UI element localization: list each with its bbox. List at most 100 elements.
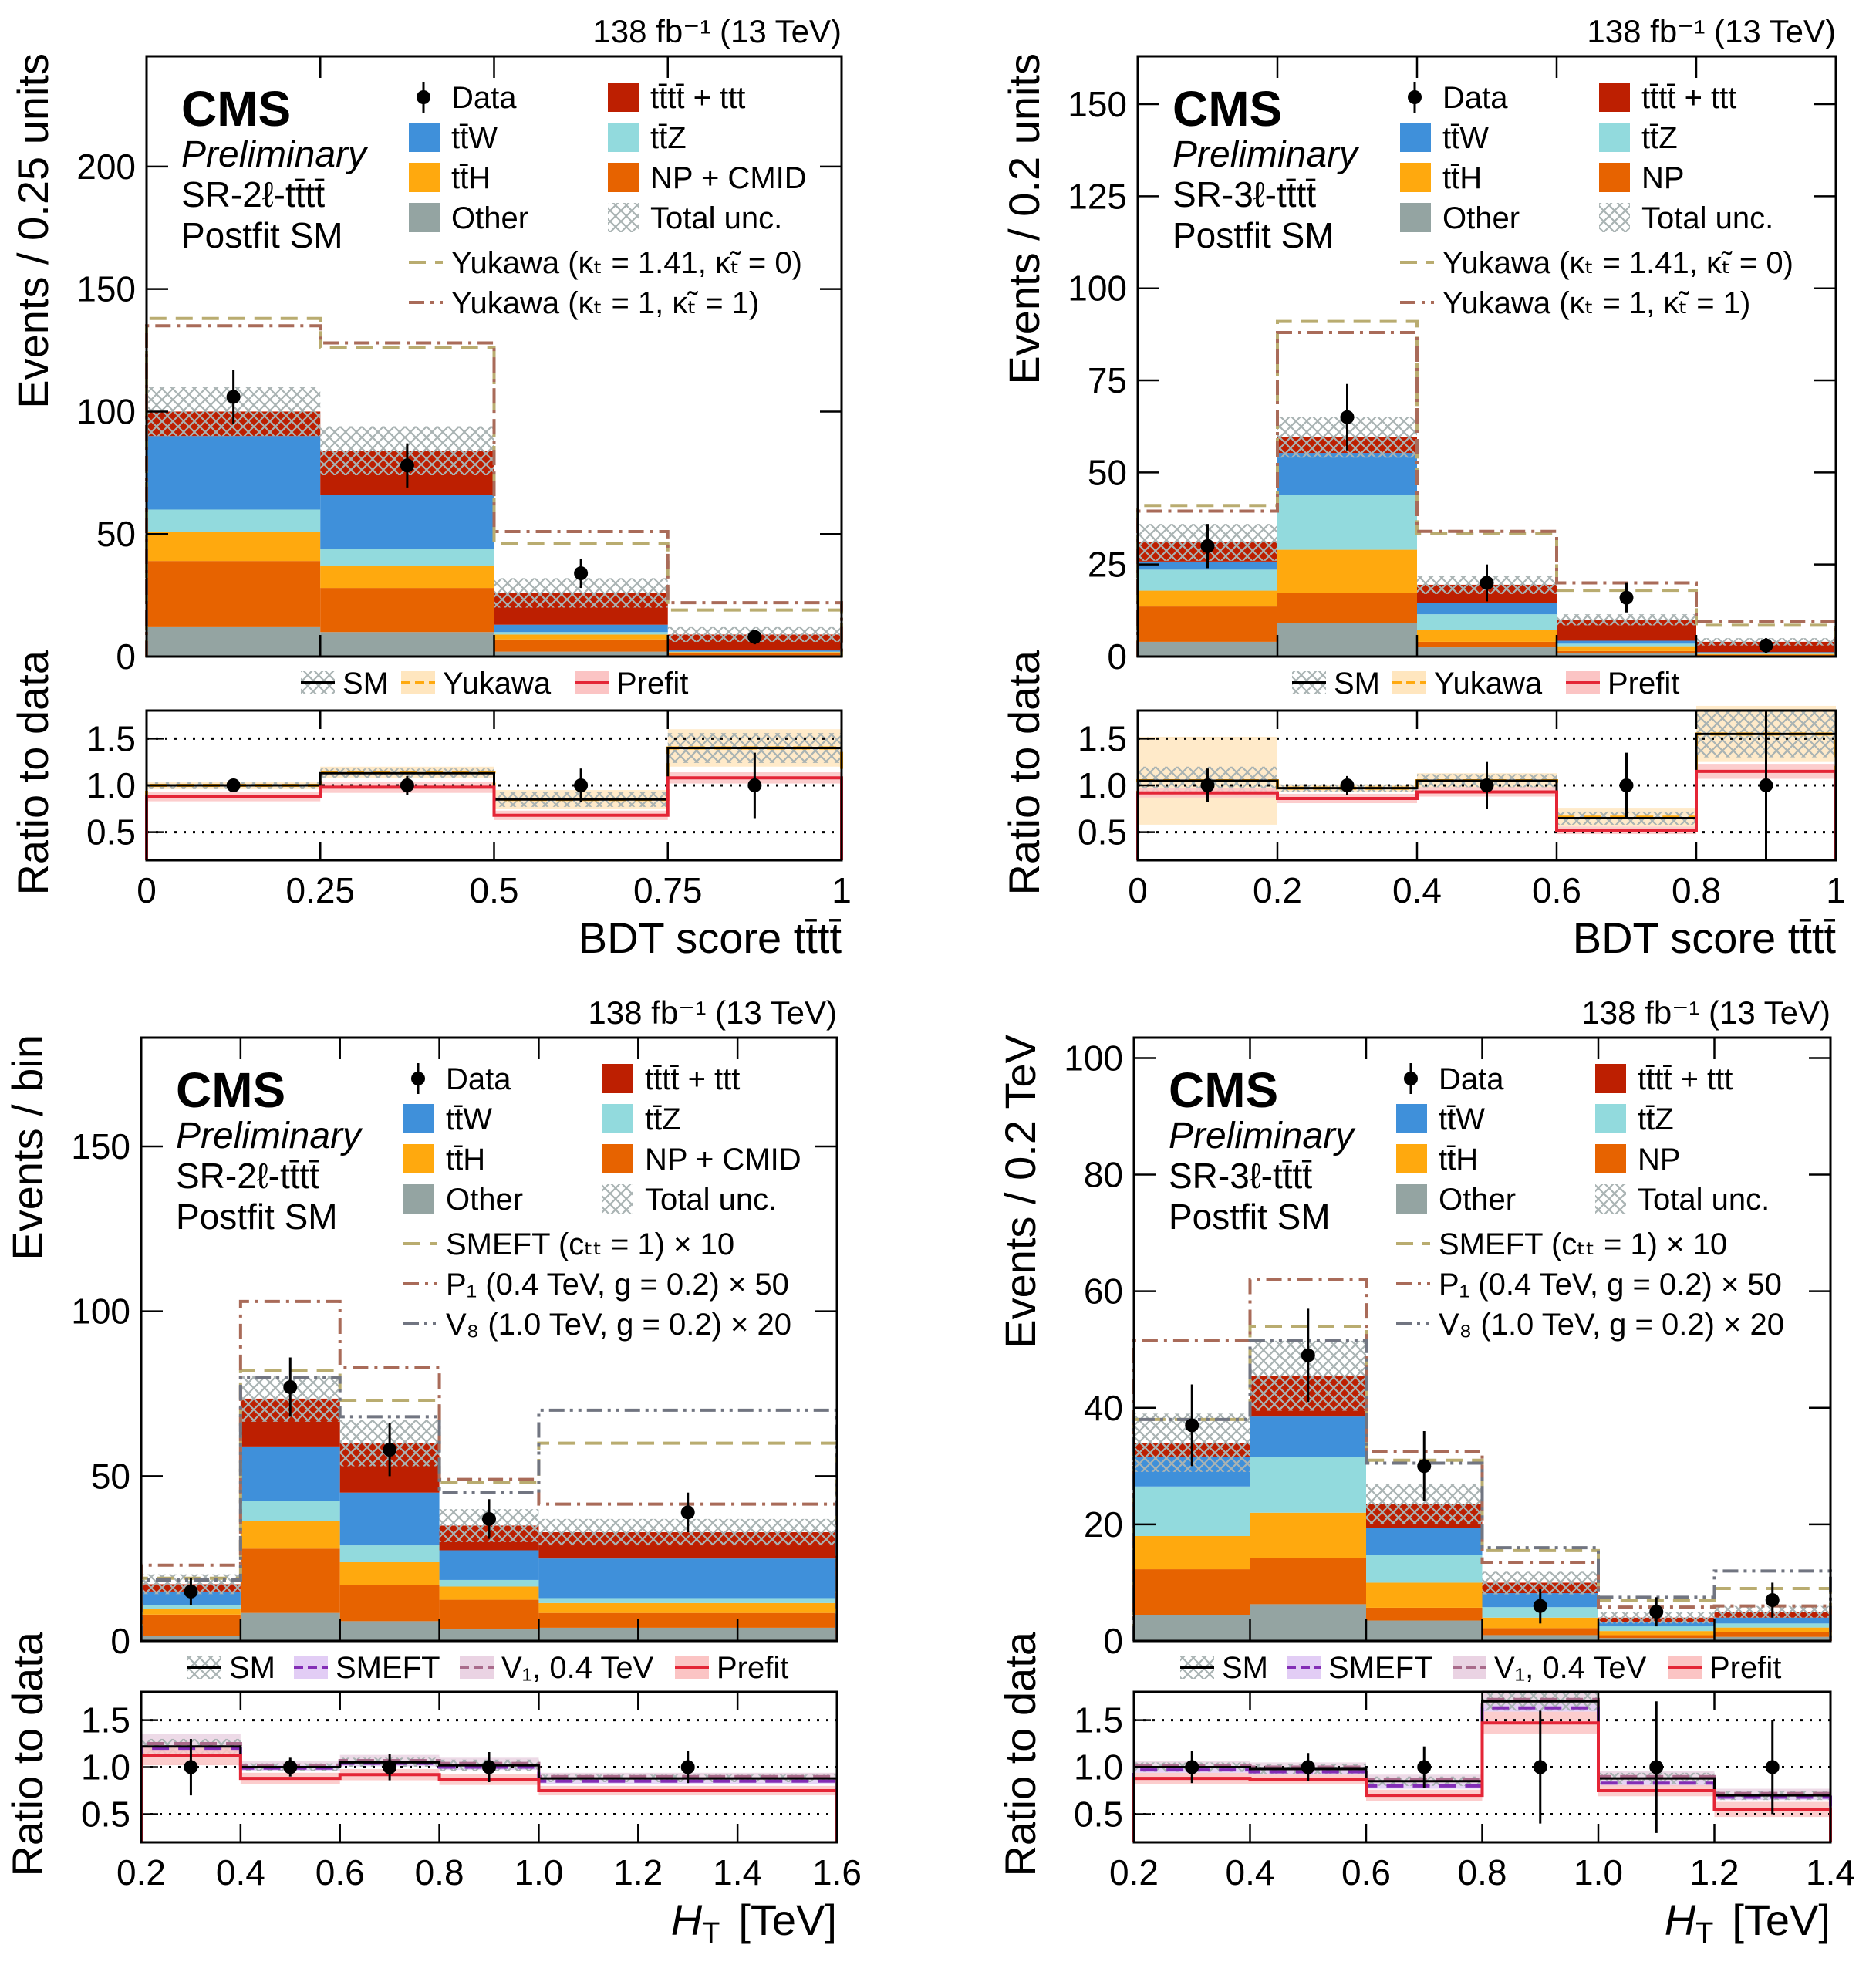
legend-data-marker <box>417 82 430 113</box>
x-tick-label: 0 <box>137 870 157 910</box>
stack-bar-ttz <box>240 1501 340 1521</box>
stack-bar-ttw <box>1417 603 1557 615</box>
legend-label-other: Other <box>1439 1183 1516 1217</box>
x-tick-label: 1 <box>1826 870 1846 910</box>
ratio-y-axis-title: Ratio to data <box>8 650 57 895</box>
luminosity-label: 138 fb⁻¹ (13 TeV) <box>1587 13 1836 49</box>
ratio-legend-label: SMEFT <box>336 1651 440 1685</box>
stack-bar-ttw <box>439 1550 539 1580</box>
stack-bar-ttw <box>1366 1528 1483 1555</box>
ratio-legend-label: Prefit <box>717 1651 788 1685</box>
stack-bar-tth <box>240 1521 340 1549</box>
x-tick-label: 0.4 <box>1392 870 1442 910</box>
legend-label-other: Other <box>446 1183 523 1217</box>
stack-bar-np <box>339 1585 440 1622</box>
legend-swatch-unc <box>608 203 639 232</box>
stack-bar-ttz <box>1138 569 1277 591</box>
cms-label: CMS <box>1172 81 1282 137</box>
stack-bar-other <box>240 1612 340 1641</box>
y-axis-title: Events / bin <box>3 1035 52 1261</box>
ratio-data-point <box>1185 1760 1199 1774</box>
ratio-y-axis-title: Ratio to data <box>996 1631 1044 1876</box>
y-tick-label: 50 <box>1088 452 1127 492</box>
ratio-legend-label: Prefit <box>1608 667 1679 701</box>
ratio-data-point <box>482 1760 496 1774</box>
stack-bar-tth <box>1277 549 1417 593</box>
y-tick-label: 0 <box>116 636 136 677</box>
ratio-data-point <box>1533 1760 1547 1774</box>
x-axis-title-var: H <box>671 1896 703 1944</box>
luminosity-label: 138 fb⁻¹ (13 TeV) <box>588 994 837 1031</box>
stack-bar-np <box>1714 1632 1830 1637</box>
ratio-y-tick-label: 0.5 <box>81 1794 130 1834</box>
x-axis-title-sub: T <box>1695 1917 1713 1950</box>
stack-bar-other <box>1482 1635 1598 1641</box>
ratio-line-2 <box>140 1747 838 1842</box>
legend-swatch-tth <box>403 1144 434 1173</box>
ratio-data-point <box>1649 1760 1664 1774</box>
ratio-legend-label: SM <box>1334 667 1380 701</box>
y-tick-label: 0 <box>110 1621 130 1661</box>
x-tick-label: 0 <box>1128 870 1148 910</box>
ratio-data-point <box>383 1760 397 1774</box>
ratio-data-point <box>1759 778 1773 792</box>
y-tick-label: 150 <box>1068 84 1127 124</box>
y-tick-label: 100 <box>1068 268 1127 309</box>
stack-bar-tth <box>1557 646 1696 651</box>
ratio-panel: 0.5 1.0 1.5 0.2 0.4 0.6 0.8 1.0 1.2 1.4 Ratio to d… <box>996 1631 1855 1892</box>
data-point <box>383 1443 397 1457</box>
stack-bar-np <box>1134 1569 1250 1615</box>
data-point <box>1533 1599 1547 1613</box>
luminosity-label: 138 fb⁻¹ (13 TeV) <box>592 13 842 49</box>
data-point <box>1301 1348 1315 1362</box>
y-tick-label: 100 <box>76 391 136 431</box>
chart-panel-1: 0 50 100 150 200 138 fb⁻¹ (13 TeV) CMSPrelimin… <box>8 13 852 962</box>
legend-swatch-unc <box>602 1184 633 1214</box>
legend-swatch-np <box>608 163 639 192</box>
legend-label-tttt: tt̄tt̄ + ttt <box>650 81 745 115</box>
stack-bar-other <box>1417 647 1557 657</box>
stack-bar-np <box>1482 1628 1598 1636</box>
y-tick-label: 200 <box>76 147 136 187</box>
legend-label-unc: Total unc. <box>1638 1183 1770 1217</box>
stack-bar-ttz <box>1557 643 1696 647</box>
stack-bar-np <box>240 1548 340 1613</box>
legend-label-overlay: Yukawa (κₜ = 1.41, κ̃ₜ = 0) <box>451 246 802 280</box>
stack-bar-ttw <box>538 1558 837 1599</box>
y-tick-label: 60 <box>1084 1271 1123 1312</box>
legend-swatch-ttz <box>1595 1104 1626 1133</box>
ratio-panel: 0.5 1.0 1.5 0.2 0.4 0.6 0.8 1.0 1.2 1.4 1.6 Ratio t… <box>3 1631 862 1892</box>
fit-label: Postfit SM <box>1169 1197 1331 1237</box>
legend-label-np: NP + CMID <box>645 1143 801 1177</box>
ratio-y-tick-label: 1.5 <box>1074 1700 1123 1740</box>
legend-label-tth: tt̄H <box>451 161 491 195</box>
legend-label-data: Data <box>446 1062 511 1096</box>
stack-bar-tth <box>667 652 842 653</box>
stack-bar-tth <box>1138 590 1277 607</box>
legend-label-other: Other <box>451 201 528 235</box>
legend-data-marker <box>411 1063 425 1094</box>
data-marker-dot <box>1408 90 1422 104</box>
ratio-legend-label: SM <box>1222 1651 1268 1685</box>
x-tick-label: 0.6 <box>315 1852 365 1892</box>
legend-label-overlay: Yukawa (κₜ = 1, κ̃ₜ = 1) <box>1442 286 1750 320</box>
ratio-data-point <box>400 778 414 792</box>
stack-bar-ttw <box>494 624 668 633</box>
ratio-data-point <box>1200 778 1215 792</box>
legend-swatch-ttw <box>1396 1104 1427 1133</box>
overlay-line-2 <box>140 1299 838 1641</box>
stack-bar-ttz <box>1714 1623 1830 1628</box>
x-axis-title: BDT score tt̄tt̄ <box>579 913 842 962</box>
ratio-frame <box>140 1690 838 1844</box>
data-point <box>283 1379 298 1394</box>
y-tick-label: 150 <box>76 269 136 309</box>
y-tick-label: 125 <box>1068 176 1127 216</box>
stack-bar-ttz <box>494 632 668 635</box>
ratio-y-tick-label: 0.5 <box>1078 812 1127 853</box>
total-unc-hatch <box>1557 614 1696 626</box>
x-tick-label: 0.4 <box>216 1852 265 1892</box>
x-tick-label: 0.8 <box>1672 870 1721 910</box>
x-tick-label: 1.6 <box>812 1852 862 1892</box>
chart-panel-2: 0 25 50 75 100 125 150 138 fb⁻¹ (13 TeV) CMSPrel… <box>1000 13 1846 962</box>
